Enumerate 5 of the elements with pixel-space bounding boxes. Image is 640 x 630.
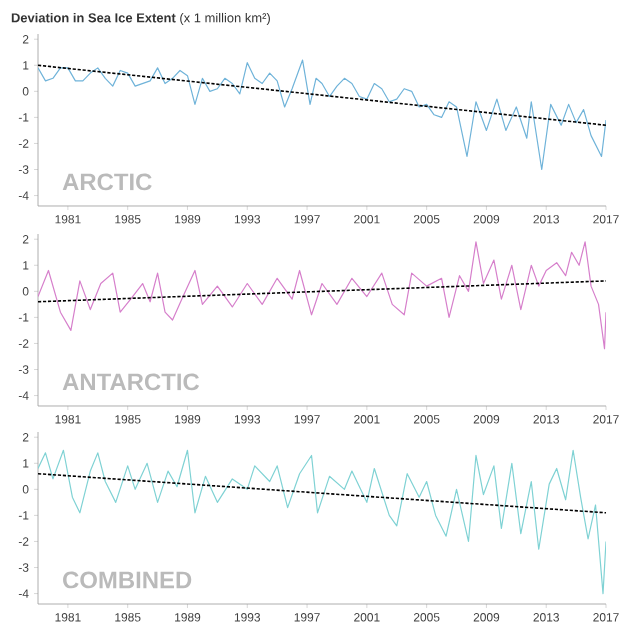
line-series [38,449,607,595]
annotation: COMBINED [63,571,192,589]
annotation: ARCTIC [62,173,152,191]
line-series [38,241,607,350]
annotation: ANTARCTIC [62,373,200,391]
